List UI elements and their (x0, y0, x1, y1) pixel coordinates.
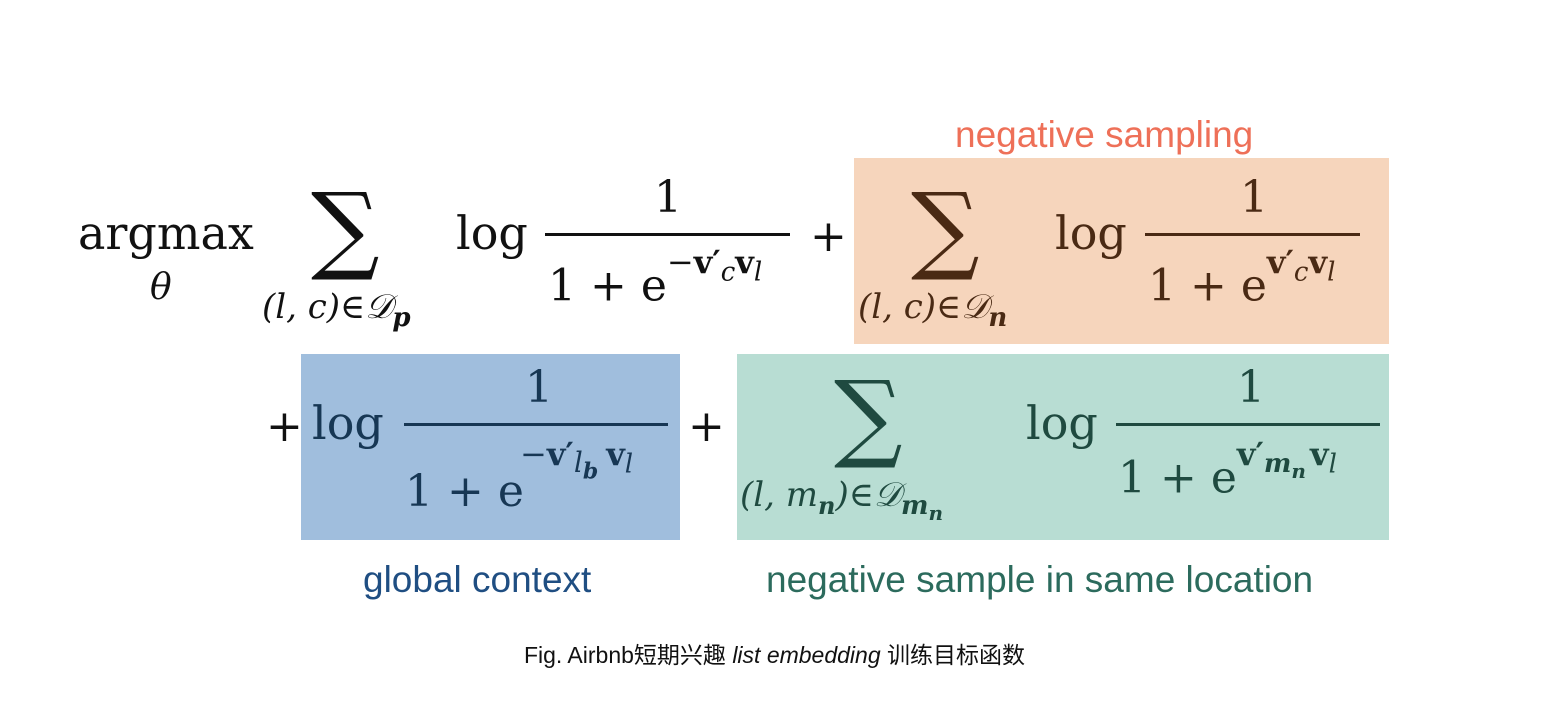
fraction-bar-1 (545, 233, 790, 236)
numerator-2: 1 (1240, 172, 1268, 223)
log-4: log (1026, 396, 1098, 450)
denominator-1: 1 + e−v′cvl (548, 243, 763, 312)
denominator-3: 1 + e (405, 466, 524, 517)
log-3: log (312, 396, 384, 450)
plus-2: + (266, 401, 303, 452)
log-2: log (1055, 206, 1127, 260)
sum-subscript-4: (l, mn)∈𝒟mn (740, 475, 944, 525)
figure-caption: Fig. Airbnb短期兴趣 list embedding 训练目标函数 (0, 644, 1549, 667)
same-location-label: negative sample in same location (766, 559, 1314, 600)
caption-prefix: Fig. Airbnb短期兴趣 (523, 642, 733, 668)
sum-subscript-2: (l, c)∈𝒟n (858, 287, 1008, 333)
argmax-subscript: θ (150, 267, 172, 308)
numerator-4: 1 (1237, 362, 1265, 413)
denominator-4: 1 + ev′mn vl (1118, 435, 1337, 504)
fraction-bar-4 (1116, 423, 1380, 426)
caption-suffix: 训练目标函数 (880, 642, 1026, 668)
negative-sampling-label: negative sampling (955, 114, 1254, 155)
global-context-label: global context (363, 559, 592, 600)
same-location-box (737, 354, 1389, 540)
sum-subscript-1: (l, c)∈𝒟p (262, 287, 411, 333)
plus-1: + (810, 211, 847, 262)
fraction-bar-2 (1145, 233, 1360, 236)
numerator-1: 1 (654, 172, 682, 223)
log-1: log (456, 206, 528, 260)
plus-3: + (688, 401, 725, 452)
numerator-3: 1 (525, 362, 553, 413)
argmax-operator: argmax (78, 206, 254, 260)
exponent-3: −v′lb vl (520, 435, 634, 485)
sum-symbol-2: ∑ (911, 172, 980, 284)
global-context-box (301, 354, 680, 540)
fraction-bar-3 (404, 423, 668, 426)
negative-sampling-box (854, 158, 1389, 344)
sum-symbol-4: ∑ (834, 360, 903, 472)
caption-italic: list embedding (732, 642, 881, 668)
sum-symbol-1: ∑ (311, 172, 380, 284)
denominator-2: 1 + ev′cvl (1148, 243, 1336, 312)
